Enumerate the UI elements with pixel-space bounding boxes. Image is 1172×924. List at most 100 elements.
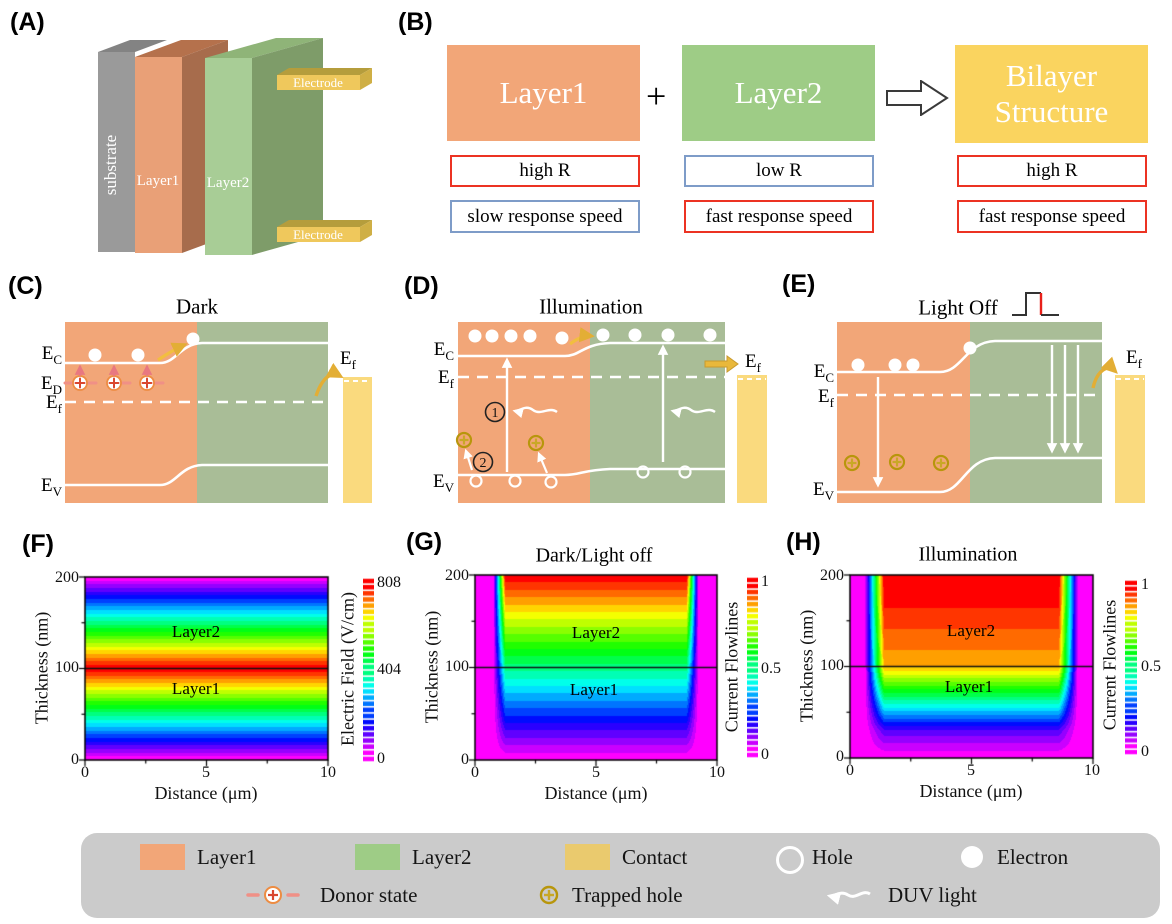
- colorbar-label: Current Flowlines: [721, 601, 742, 733]
- legend-layer1-swatch: [140, 844, 185, 870]
- band-diagram-illumination: 1 2: [455, 322, 767, 503]
- device-3d-schematic: substrate Layer1 Layer2 Electrode Electr…: [98, 38, 372, 255]
- legend-contact-swatch: [565, 844, 610, 870]
- y-axis-label: Thickness (nm): [796, 609, 817, 723]
- x-tick: 0: [81, 764, 89, 781]
- panel-f-label: (F): [22, 530, 54, 558]
- layer1-property-2: slow response speed: [450, 200, 640, 233]
- x-tick: 10: [1084, 762, 1100, 779]
- colorbar-tick: 0.5: [761, 660, 781, 677]
- electrode-bottom-label: Electrode: [293, 227, 343, 242]
- electron: [186, 332, 200, 346]
- substrate-front-face: [98, 52, 135, 252]
- donor-state-icon: [106, 375, 122, 391]
- legend-electron-label: Electron: [997, 845, 1069, 869]
- layer1-property-1: high R: [450, 155, 640, 187]
- region-label-layer1: Layer1: [569, 680, 619, 699]
- panel-e-label: (E): [782, 270, 816, 298]
- bilayer-concept-box: Bilayer Structure: [955, 45, 1148, 143]
- substrate-top-face: [98, 40, 167, 52]
- valence-band-line: [837, 456, 1102, 494]
- light-pulse-icon: [1012, 292, 1059, 316]
- electron: [523, 329, 537, 343]
- electron: [963, 341, 977, 355]
- hole-icon: [776, 846, 804, 874]
- donor-state-icon: [246, 886, 300, 904]
- colorbar-tick: 808: [377, 574, 401, 591]
- substrate-label: substrate: [101, 135, 120, 195]
- electrode-bottom-cap: [360, 220, 372, 242]
- layer2-property-2-text: fast response speed: [705, 205, 853, 227]
- bilayer-property-1-text: high R: [1026, 160, 1078, 181]
- colorbar-flowlines-illumination: [1125, 580, 1137, 755]
- x-tick: 5: [592, 764, 600, 781]
- electron-icon: [961, 846, 983, 868]
- contour-plot-flowlines-illumination: [840, 565, 1103, 768]
- legend-duv-label: DUV light: [888, 883, 977, 907]
- electrode-top-label: Electrode: [293, 75, 343, 90]
- panel-g-title: Dark/Light off: [535, 544, 653, 567]
- contour-plot-flowlines-dark: [465, 565, 727, 770]
- x-tick: 5: [967, 762, 975, 779]
- layer2-region: [590, 322, 725, 503]
- electron: [468, 329, 482, 343]
- legend-trapped-hole-label: Trapped hole: [572, 883, 683, 907]
- electrode-top-cap: [360, 68, 372, 90]
- plus-sign: +: [646, 76, 667, 116]
- y-tick: 200: [445, 567, 469, 584]
- y-tick: 0: [461, 751, 469, 768]
- panel-c-label: (C): [8, 272, 43, 300]
- trapped-hole-icon: [527, 434, 545, 452]
- legend-contact-label: Contact: [622, 845, 688, 869]
- panel-g-label: (G): [406, 528, 443, 556]
- band-diagram-lightoff: [837, 322, 1145, 503]
- colorbar-tick: 0: [1141, 743, 1149, 760]
- layer2-region: [970, 322, 1102, 503]
- duv-light-arrow: [670, 406, 716, 419]
- layer1-region: [837, 322, 970, 503]
- layer2-label: Layer2: [207, 175, 249, 191]
- panel-c-title: Dark: [176, 294, 218, 319]
- x-axis-label: Distance (μm): [544, 783, 648, 803]
- y-tick: 100: [820, 657, 844, 674]
- region-label-layer1: Layer1: [171, 679, 221, 698]
- electron: [504, 329, 518, 343]
- donor-state-icon: [72, 375, 88, 391]
- panel-h-label: (H): [786, 528, 821, 556]
- ef-label: Ef: [46, 392, 62, 416]
- legend-layer2-label: Layer2: [412, 845, 472, 869]
- y-tick: 0: [71, 751, 79, 768]
- x-tick: 0: [471, 764, 479, 781]
- hole: [508, 474, 522, 488]
- bilayer-property-2-text: fast response speed: [978, 205, 1126, 227]
- electron-to-contact-arrow: [704, 355, 739, 373]
- colorbar-label: Current Flowlines: [1099, 599, 1120, 731]
- x-axis-label: Distance (μm): [919, 781, 1023, 801]
- bilayer-property-1: high R: [957, 155, 1147, 187]
- x-tick: 10: [709, 764, 725, 781]
- trapped-hole-icon: [888, 453, 906, 471]
- layer2-concept-label: Layer2: [734, 75, 823, 111]
- conduction-band-line: [837, 339, 1102, 374]
- contact-bar: [343, 377, 372, 503]
- region-label-layer2: Layer2: [571, 623, 621, 642]
- hole: [469, 474, 483, 488]
- colorbar-tick: 1: [1141, 576, 1149, 593]
- trapped-hole-icon: [539, 885, 559, 905]
- ev-label: EV: [813, 479, 834, 503]
- ev-label: EV: [41, 475, 62, 499]
- legend-donor-label: Donor state: [320, 883, 418, 907]
- panel-b-label: (B): [398, 8, 433, 36]
- bilayer-property-2: fast response speed: [957, 200, 1147, 233]
- trapped-hole-icon: [843, 454, 861, 472]
- colorbar-tick: 1: [761, 573, 769, 590]
- electrode-bottom-front: [277, 227, 360, 242]
- layer2-concept-box: Layer2: [682, 45, 875, 141]
- hole: [678, 465, 692, 479]
- layer1-region: [458, 322, 590, 503]
- layer1-top-face: [135, 40, 228, 57]
- hole: [636, 465, 650, 479]
- trapped-hole-icon: [455, 431, 473, 449]
- electron: [628, 328, 642, 342]
- colorbar-flowlines-dark: [747, 577, 758, 758]
